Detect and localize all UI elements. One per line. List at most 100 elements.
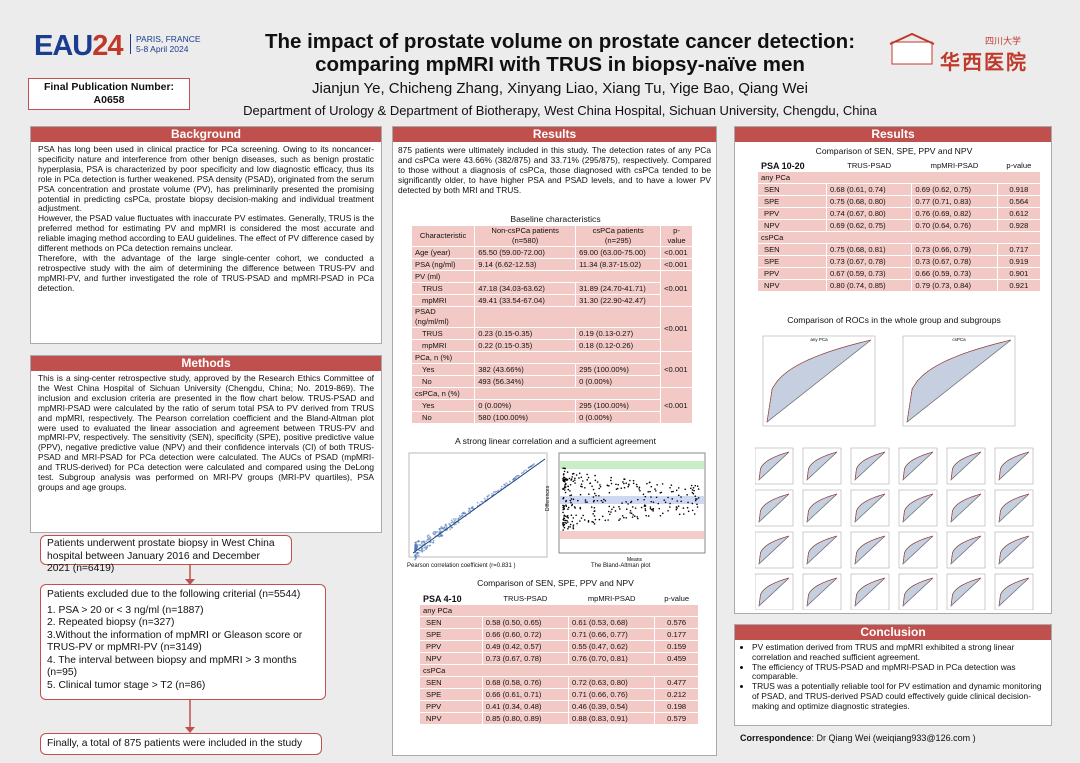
scatter-point [421,550,424,553]
ba-point [569,526,571,528]
p-cell: <0.001 [661,271,692,306]
ba-point [563,467,566,470]
scatter-point [442,528,445,531]
conclusion-bullet: PV estimation derived from TRUS and mpMR… [752,642,1045,663]
ba-point [627,503,629,505]
ba-point [687,510,690,513]
ba-point [601,515,604,518]
roc-diagonal [902,535,934,565]
ba-point [623,478,625,480]
ba-point [637,498,639,501]
cell: 0.717 [997,244,1040,255]
ba-point [563,519,565,521]
ba-point [625,508,628,511]
ba-point [677,494,680,497]
emblem-building [891,41,933,65]
roc-curve [998,535,1030,565]
ba-point [562,504,564,507]
scatter-point [441,527,444,530]
ba-point [610,476,612,479]
ba-point [571,520,574,523]
roc-curve [854,493,886,523]
ba-point [594,474,596,477]
flow-end: Finally, a total of 875 patients were in… [40,733,322,755]
scatter-point [486,495,489,498]
cell: 0.68 (0.61, 0.74) [826,184,912,195]
title-line: comparing mpMRI with TRUS in biopsy-naïv… [315,53,805,76]
cell: 0.921 [997,280,1040,291]
roc-figure: any PCa csPCa [755,335,1034,610]
ba-point [614,510,617,512]
scatter-point [414,541,416,544]
ba-point [616,487,619,490]
ba-point [667,509,669,512]
ba-point [584,501,587,503]
scatter-point [451,521,454,523]
cell: mpMRI [412,340,475,351]
background-paragraph: However, the PSAD value fluctuates with … [38,213,374,254]
cell: 0.579 [655,713,698,724]
cell: 0.73 (0.66, 0.79) [912,244,997,255]
ba-point [649,506,652,508]
ba-point [646,482,648,485]
ba-point [612,506,615,508]
ba-point [606,484,609,487]
ba-point [587,476,590,479]
ba-point [586,501,588,503]
table-row: PPV 0.67 (0.59, 0.73) 0.66 (0.59, 0.73) 0.9… [758,268,1040,279]
roc-curve [902,535,934,565]
ba-point [567,527,569,530]
ba-point [675,508,678,511]
cell: 49.41 (33.54-67.04) [475,295,576,306]
scatter-point [532,464,534,466]
scatter-point [494,491,496,493]
cell: SPE [420,689,482,700]
excluded-item: 5. Clinical tumor stage > T2 (n=86) [47,679,206,691]
cell: 0.928 [997,220,1040,231]
publication-label: Final Publication Number: [43,81,175,93]
header-cell: PSA 4-10 [420,593,482,604]
roc-diagonal [758,535,790,565]
ba-point [572,498,575,501]
conclusion-section: Conclusion PV estimation derived from TR… [734,624,1052,726]
scatter-point [458,514,461,517]
ba-point [650,496,652,498]
ba-point [574,477,576,480]
header-cell: p-value [655,593,698,604]
logo-year: 24 [92,30,123,62]
table-row: PV (ml) <0.001 [412,271,692,306]
scatter-point [426,538,429,541]
table-row: SEN 0.75 (0.68, 0.81) 0.73 (0.66, 0.79) 0.7… [758,244,1040,255]
ba-point [680,496,682,498]
cell: 0.41 (0.34, 0.48) [482,701,569,712]
ba-point [609,513,611,516]
scatter-point [425,548,427,551]
table-row: PPV 0.74 (0.67, 0.80) 0.76 (0.69, 0.82) 0.6… [758,208,1040,219]
scatter-point [423,546,426,549]
flow-excluded: Patients excluded due to the following c… [40,584,326,700]
ba-point [562,478,565,481]
ba-point [667,496,669,499]
p-cell: <0.001 [661,247,692,258]
ba-point [656,483,658,486]
roc-curve [950,577,982,607]
cell: 0.159 [655,641,698,652]
ba-point [694,499,697,502]
ba-point [565,482,567,485]
table-row: mpMRI 49.41 (33.54-67.04) 31.30 (22.90-42.… [412,295,692,306]
cell: 0.612 [997,208,1040,219]
fit-line [412,458,546,554]
ba-point [579,507,582,510]
scatter-point [464,512,467,515]
ba-point [615,483,617,486]
ba-point [690,484,693,487]
ba-y-label: Differences [545,485,551,511]
p-cell: <0.001 [661,352,692,387]
emblem-roof [889,32,935,45]
correspondence: Correspondence: Dr Qiang Wei (weiqiang93… [740,733,976,743]
cell: 0.76 (0.69, 0.82) [912,208,997,219]
ba-point [563,515,565,517]
cell: 0.75 (0.68, 0.81) [826,244,912,255]
ba-point [659,514,662,517]
